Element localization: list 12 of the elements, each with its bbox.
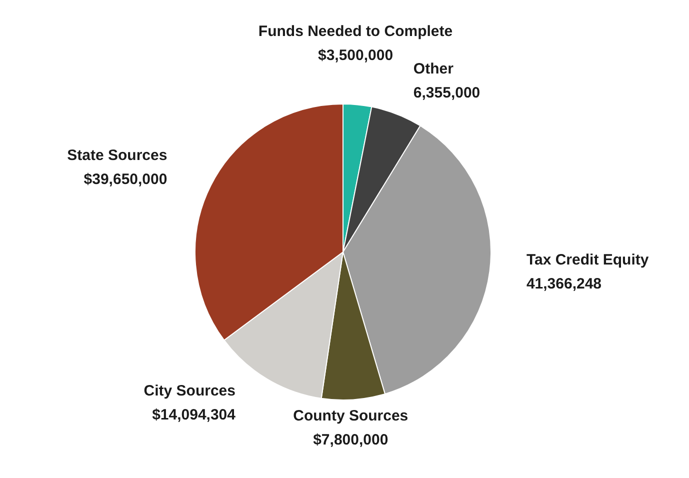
data-label: $14,094,304 [152,406,236,424]
slice-label: Tax Credit Equity [526,251,650,268]
data-label: $7,800,000 [313,432,388,449]
slice-label: Funds Needed to Complete [258,22,453,40]
data-label: $39,650,000 [84,171,168,188]
slice-label: State Sources [67,147,168,164]
data-label: 6,355,000 [413,84,480,102]
slice-label: City Sources [144,382,236,400]
data-label: $3,500,000 [318,46,394,64]
slice-label: County Sources [293,408,408,425]
slice-label: Other [413,60,454,78]
data-label: 41,366,248 [526,275,602,292]
